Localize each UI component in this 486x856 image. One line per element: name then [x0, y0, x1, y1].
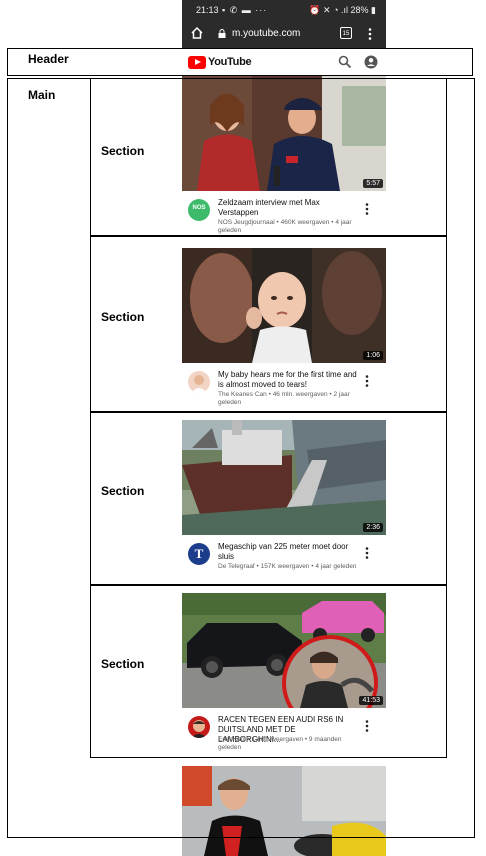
channel-name: EnzoKnol [218, 736, 246, 743]
view-count: 460K weergaven [280, 219, 330, 226]
youtube-logo[interactable]: YouTube [188, 55, 252, 69]
video-title[interactable]: RACEN TEGEN EEN AUDI RS6 IN DUITSLAND ME… [218, 715, 344, 744]
more-options-icon[interactable] [364, 546, 370, 560]
notification-icons: ▪ ✆ ▬ ··· [222, 5, 268, 15]
video-subtitle: The Keanes Can • 46 mln. weergaven • 2 j… [218, 391, 350, 406]
view-count: 157K weergaven [260, 563, 310, 570]
video-card[interactable]: 1:06 My baby hears me for the first time… [182, 248, 386, 412]
video-thumbnail[interactable]: 2:36 [182, 420, 386, 535]
view-count: 46 mln. weergaven [272, 391, 328, 398]
video-meta: NOS Zeldzaam interview met Max Verstappe… [182, 196, 386, 240]
video-duration: 1:06 [363, 351, 383, 360]
video-duration: 2:36 [363, 523, 383, 532]
tab-switcher-button[interactable]: 15 [340, 27, 352, 39]
youtube-play-icon [188, 55, 206, 69]
section-region-label: Section [101, 144, 145, 158]
channel-avatar[interactable]: T [188, 543, 210, 565]
view-count: 1 mln. weergaven [251, 736, 304, 743]
upload-age: 4 jaar geleden [315, 563, 357, 570]
browser-toolbar: m.youtube.com 15 [182, 20, 386, 48]
video-subtitle: De Telegraaf • 157K weergaven • 4 jaar g… [218, 563, 357, 570]
upload-age: 2 jaar geleden [218, 391, 350, 406]
youtube-header: YouTube [182, 48, 386, 76]
section-region-label: Section [101, 310, 145, 324]
status-battery: ⏰ ✕ ◔ .ıl 28% ▮ [309, 5, 376, 15]
video-duration: 41:53 [359, 696, 383, 705]
header-region-box [7, 48, 473, 76]
more-options-icon[interactable] [364, 202, 370, 216]
channel-avatar[interactable] [188, 716, 210, 738]
main-region-label: Main [28, 88, 56, 102]
browser-menu-icon[interactable] [368, 27, 372, 41]
section-region-box [90, 585, 447, 758]
video-card[interactable] [182, 766, 386, 856]
section-region-box [90, 412, 447, 585]
lock-icon [218, 29, 226, 38]
video-subtitle: EnzoKnol • 1 mln. weergaven • 9 maanden … [218, 736, 342, 751]
more-options-icon[interactable] [364, 374, 370, 388]
more-options-icon[interactable] [364, 719, 370, 733]
video-thumbnail[interactable] [182, 766, 386, 856]
section-region-label: Section [101, 657, 145, 671]
channel-avatar[interactable] [188, 371, 210, 393]
youtube-logo-text: YouTube [208, 56, 252, 68]
upload-age: 9 maanden geleden [218, 736, 342, 751]
section-region-label: Section [101, 484, 145, 498]
channel-avatar[interactable]: NOS [188, 199, 210, 221]
video-card[interactable]: 5:57 NOS Zeldzaam interview met Max Vers… [182, 76, 386, 236]
home-icon[interactable] [190, 26, 204, 40]
status-bar: 21:13 ▪ ✆ ▬ ··· ⏰ ✕ ◔ .ıl 28% ▮ [182, 0, 386, 20]
video-thumbnail[interactable]: 5:57 [182, 76, 386, 191]
video-subtitle: NOS Jeugdjournaal • 460K weergaven • 4 j… [218, 219, 352, 234]
battery-text: 28% [350, 5, 369, 15]
video-title[interactable]: My baby hears me for the first time and … [218, 370, 357, 389]
channel-name: The Keanes Can [218, 391, 267, 398]
header-region-label: Header [28, 52, 69, 66]
avatar-text: T [194, 546, 204, 561]
video-card[interactable]: 41:53 RACEN TEGEN EEN AUDI RS6 IN DUITSL… [182, 593, 386, 758]
account-icon[interactable] [364, 55, 378, 69]
video-thumbnail[interactable]: 41:53 [182, 593, 386, 708]
phone-screen: 21:13 ▪ ✆ ▬ ··· ⏰ ✕ ◔ .ıl 28% ▮ m.youtub… [182, 0, 386, 856]
video-thumbnail[interactable]: 1:06 [182, 248, 386, 363]
video-title[interactable]: Megaschip van 225 meter moet door sluis [218, 542, 349, 561]
section-region-box [90, 236, 447, 412]
video-meta: My baby hears me for the first time and … [182, 368, 386, 412]
video-meta: RACEN TEGEN EEN AUDI RS6 IN DUITSLAND ME… [182, 713, 386, 757]
upload-age: 4 jaar geleden [218, 219, 352, 234]
avatar-text: NOS [192, 205, 206, 211]
section-region-box [90, 78, 447, 236]
video-card[interactable]: 2:36 T Megaschip van 225 meter moet door… [182, 420, 386, 585]
video-duration: 5:57 [363, 179, 383, 188]
channel-name: De Telegraaf [218, 563, 255, 570]
status-time: 21:13 [196, 5, 219, 15]
channel-name: NOS Jeugdjournaal [218, 219, 275, 226]
search-icon[interactable] [338, 55, 352, 69]
video-title[interactable]: Zeldzaam interview met Max Verstappen [218, 198, 320, 217]
video-meta: T Megaschip van 225 meter moet door slui… [182, 540, 386, 584]
url-field[interactable]: m.youtube.com [232, 28, 301, 39]
